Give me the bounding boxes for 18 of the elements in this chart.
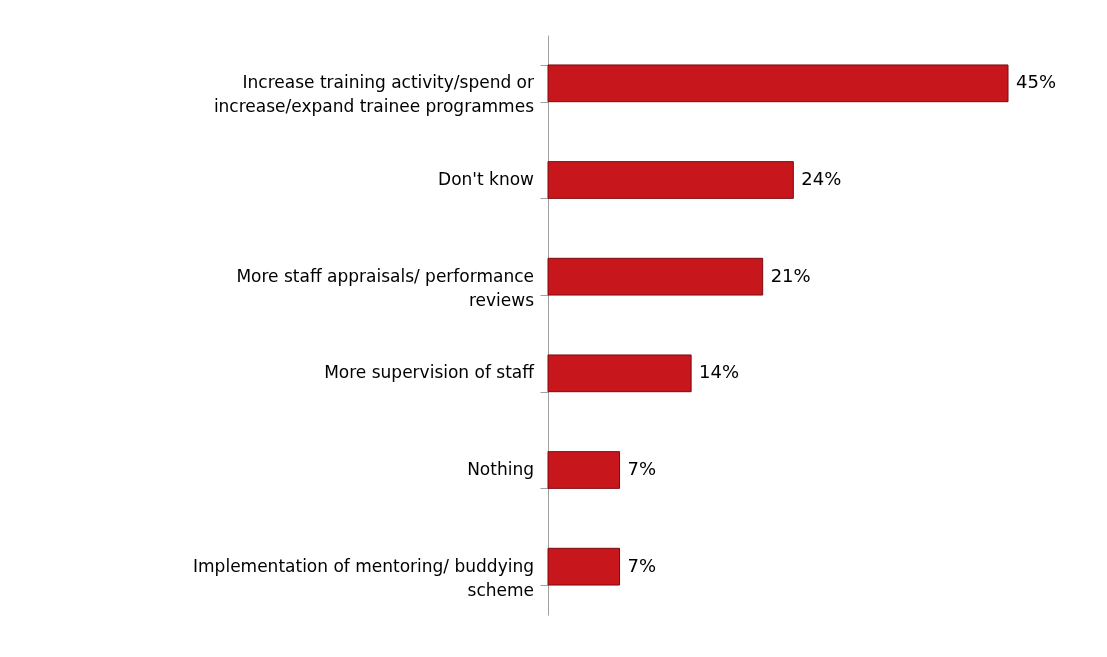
y-tick-label: More staff appraisals/ performance reviews	[236, 265, 535, 310]
data-label: 7%	[627, 458, 657, 479]
data-label: 21%	[770, 264, 811, 286]
data-label: 45%	[1016, 71, 1057, 93]
data-label: 14%	[699, 361, 740, 383]
y-tick-label: More supervision of staff	[324, 362, 536, 383]
bar	[547, 161, 794, 199]
bar	[547, 257, 764, 296]
bar	[547, 547, 621, 586]
data-label: 7%	[627, 554, 657, 576]
y-tick-label: Implementation of mentoring/ buddying scheme	[193, 555, 534, 600]
y-tick-label: Nothing	[467, 459, 534, 479]
bar	[547, 64, 1009, 103]
bar	[547, 451, 621, 489]
y-tick-label: Don't know	[438, 169, 535, 189]
bar	[547, 354, 692, 393]
y-tick-label: Increase training activity/spend or increase/expand trainee programmes	[213, 72, 535, 117]
data-label: 24%	[801, 168, 842, 189]
